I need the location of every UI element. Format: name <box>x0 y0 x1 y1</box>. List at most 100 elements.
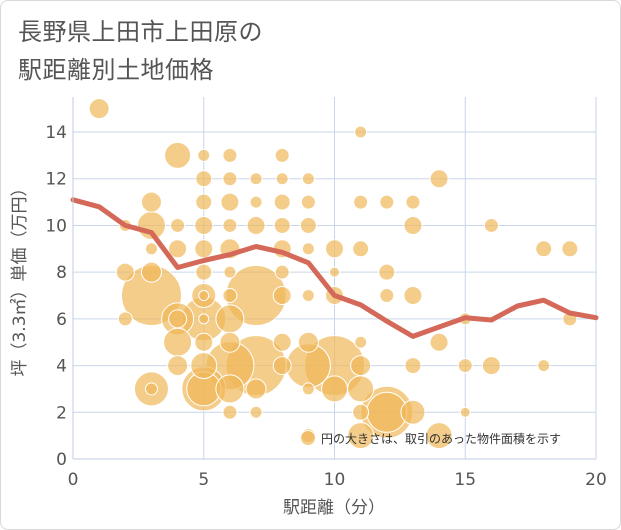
data-bubble <box>140 261 162 283</box>
data-bubble <box>535 240 553 258</box>
data-bubble <box>457 358 473 374</box>
data-bubble <box>249 405 263 419</box>
y-tick-label: 4 <box>56 357 67 377</box>
data-bubble <box>222 217 238 233</box>
data-bubble <box>272 332 292 352</box>
data-bubble <box>425 422 453 450</box>
data-bubble <box>297 331 319 353</box>
data-bubble <box>117 311 133 327</box>
data-bubble <box>301 242 315 256</box>
data-bubble <box>354 335 368 349</box>
data-bubble <box>329 266 340 278</box>
y-tick-label: 2 <box>56 403 67 423</box>
data-bubble <box>347 375 375 403</box>
data-bubble <box>215 374 245 404</box>
x-axis-label: 駅距離（分） <box>283 498 385 518</box>
x-tick-label: 0 <box>68 470 79 490</box>
chart-title: 長野県上田市上田原の 駅距離別土地価格 <box>18 13 263 89</box>
data-bubble <box>483 217 499 233</box>
data-bubble <box>246 215 266 235</box>
data-bubble <box>353 194 369 210</box>
data-bubble <box>222 147 238 163</box>
data-bubble <box>222 404 238 420</box>
data-bubble <box>195 193 213 211</box>
data-bubble <box>144 382 158 396</box>
y-tick-label: 8 <box>56 263 67 283</box>
data-bubble <box>274 264 290 280</box>
data-bubble <box>481 356 501 376</box>
data-bubble <box>197 148 211 162</box>
y-tick-label: 12 <box>45 170 67 190</box>
data-bubble <box>347 422 375 450</box>
data-bubble <box>350 355 372 377</box>
data-bubble <box>537 359 551 373</box>
data-bubble <box>325 239 344 259</box>
data-bubble <box>300 194 316 210</box>
x-tick-label: 5 <box>198 470 209 490</box>
data-bubble <box>352 403 370 421</box>
data-bubble <box>198 313 210 325</box>
axes <box>72 97 596 460</box>
data-bubble <box>403 215 423 235</box>
data-bubble <box>352 240 370 258</box>
data-bubble <box>222 171 238 187</box>
bubbles <box>88 98 579 450</box>
data-bubble <box>194 332 214 352</box>
y-tick-label: 6 <box>56 310 67 330</box>
data-bubble <box>275 172 289 186</box>
data-bubble <box>378 263 396 281</box>
legend-note: 円の大きさは、取引のあった物件面積を示す <box>300 430 561 446</box>
data-bubble <box>167 355 189 377</box>
data-bubble <box>272 286 292 306</box>
data-bubble <box>245 378 267 400</box>
x-tick-label: 15 <box>454 470 476 490</box>
title-line-1: 長野県上田市上田原の <box>18 18 263 46</box>
y-tick-label: 14 <box>45 123 67 143</box>
y-tick-label: 0 <box>56 450 67 470</box>
data-bubble <box>249 195 263 209</box>
data-bubble <box>194 239 214 259</box>
data-bubble <box>299 216 317 234</box>
data-bubble <box>429 169 449 189</box>
title-line-2: 駅距離別土地価格 <box>18 56 214 84</box>
data-bubble <box>301 289 315 303</box>
tick-labels: 0 5 10 15 20 0 2 4 6 8 10 12 14 <box>45 123 606 490</box>
data-bubble <box>164 141 192 169</box>
data-bubble <box>404 357 422 375</box>
data-bubble <box>140 191 162 213</box>
data-bubble <box>379 288 395 304</box>
data-bubble <box>273 216 291 234</box>
data-bubble <box>88 98 110 120</box>
data-bubble <box>405 194 421 210</box>
data-bubble <box>223 265 237 279</box>
data-bubble <box>195 170 213 188</box>
data-bubble <box>194 215 214 235</box>
x-tick-label: 10 <box>324 470 346 490</box>
data-bubble <box>561 240 579 258</box>
data-bubble <box>400 399 426 425</box>
data-bubble <box>170 217 186 233</box>
data-bubble <box>220 192 240 212</box>
data-bubble <box>115 262 135 282</box>
data-bubble <box>168 239 188 259</box>
data-bubble <box>198 290 210 302</box>
data-bubble <box>301 172 315 186</box>
data-bubble <box>272 356 292 376</box>
data-bubble <box>379 194 395 210</box>
x-tick-label: 20 <box>585 470 607 490</box>
data-bubble <box>190 352 218 380</box>
data-bubble <box>354 125 368 139</box>
data-bubble <box>163 327 193 357</box>
legend-note-text: 円の大きさは、取引のあった物件面積を示す <box>321 431 561 446</box>
y-axis-label: 坪（3.3㎡）単価（万円） <box>10 179 30 376</box>
data-bubble <box>321 375 348 403</box>
data-bubble <box>459 406 471 418</box>
data-bubble <box>168 309 188 329</box>
trend-line-group <box>70 197 599 339</box>
data-bubble <box>403 286 423 306</box>
y-tick-label: 10 <box>45 216 67 236</box>
data-bubble <box>195 263 213 281</box>
data-bubble <box>273 193 291 211</box>
data-bubble <box>301 382 315 396</box>
